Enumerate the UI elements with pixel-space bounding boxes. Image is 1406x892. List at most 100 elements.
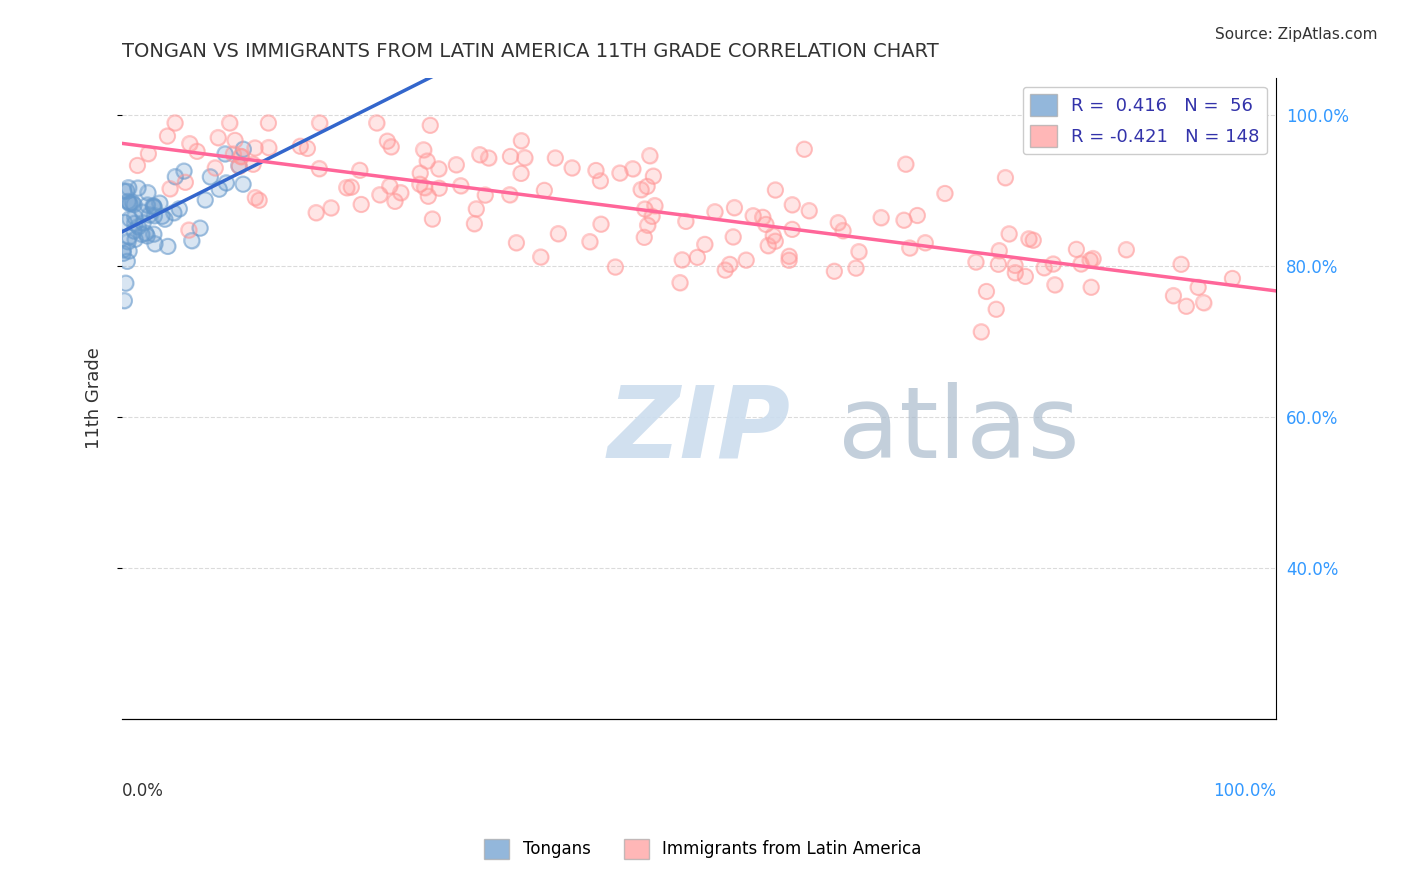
Point (127, 219, 149, 234)
Point (136, 198, 159, 212)
Point (547, 227, 569, 241)
Point (122, 197, 145, 211)
Point (143, 209, 166, 223)
Text: TONGAN VS IMMIGRANTS FROM LATIN AMERICA 11TH GRADE CORRELATION CHART: TONGAN VS IMMIGRANTS FROM LATIN AMERICA … (122, 42, 939, 61)
Point (1004, 259, 1026, 273)
Point (641, 210, 664, 224)
Point (1042, 257, 1064, 271)
Point (340, 180, 363, 194)
Point (780, 197, 803, 211)
Point (297, 141, 319, 155)
Point (349, 163, 371, 178)
Point (180, 234, 202, 248)
Point (319, 201, 342, 215)
Point (336, 180, 359, 194)
Point (228, 159, 250, 173)
Point (228, 159, 250, 173)
Point (499, 187, 522, 202)
Point (797, 203, 820, 218)
Point (823, 264, 845, 278)
Point (156, 128, 179, 143)
Point (117, 235, 139, 249)
Point (117, 194, 139, 209)
Point (823, 264, 845, 278)
Point (418, 189, 440, 203)
Point (998, 227, 1021, 241)
Point (797, 203, 820, 218)
Point (243, 141, 266, 155)
Point (561, 161, 583, 175)
Point (585, 163, 607, 178)
Point (1043, 277, 1066, 292)
Point (894, 157, 917, 171)
Point (194, 193, 217, 207)
Point (115, 184, 138, 198)
Point (232, 177, 254, 191)
Point (988, 244, 1011, 258)
Point (1004, 259, 1026, 273)
Point (245, 191, 267, 205)
Point (547, 227, 569, 241)
Point (174, 175, 197, 189)
Point (1014, 269, 1036, 284)
Point (1014, 269, 1036, 284)
Point (675, 214, 697, 228)
Point (120, 196, 142, 211)
Point (499, 187, 522, 202)
Point (117, 235, 139, 249)
Point (755, 218, 778, 232)
Point (173, 164, 195, 178)
Point (477, 151, 499, 165)
Point (150, 209, 173, 223)
Point (1115, 243, 1137, 257)
Point (446, 158, 468, 172)
Point (419, 118, 441, 132)
Point (422, 211, 444, 226)
Point (1078, 253, 1101, 268)
Point (204, 161, 226, 175)
Point (721, 229, 744, 244)
Point (159, 182, 181, 196)
Point (409, 166, 432, 180)
Point (450, 178, 472, 193)
Point (609, 166, 631, 180)
Point (780, 222, 803, 236)
Point (413, 180, 436, 194)
Point (247, 193, 270, 207)
Point (723, 201, 745, 215)
Point (634, 202, 657, 216)
Point (763, 183, 786, 197)
Point (143, 236, 166, 251)
Point (231, 150, 253, 164)
Point (513, 151, 536, 165)
Point (669, 276, 692, 290)
Point (474, 188, 496, 202)
Point (218, 116, 240, 130)
Point (1175, 299, 1198, 313)
Point (561, 161, 583, 175)
Point (630, 183, 652, 197)
Point (970, 325, 993, 339)
Point (675, 214, 697, 228)
Point (994, 170, 1017, 185)
Point (422, 211, 444, 226)
Point (177, 223, 200, 237)
Point (914, 235, 936, 250)
Point (150, 209, 173, 223)
Point (446, 158, 468, 172)
Point (1163, 288, 1185, 302)
Point (173, 164, 195, 178)
Text: ZIP: ZIP (607, 382, 790, 479)
Point (208, 182, 231, 196)
Point (1043, 277, 1066, 292)
Point (231, 150, 253, 164)
Point (530, 250, 553, 264)
Text: 0.0%: 0.0% (122, 782, 165, 800)
Point (112, 184, 135, 198)
Point (671, 252, 693, 267)
Point (1192, 295, 1215, 310)
Point (167, 202, 190, 216)
Point (153, 212, 176, 227)
Point (380, 139, 402, 153)
Point (143, 209, 166, 223)
